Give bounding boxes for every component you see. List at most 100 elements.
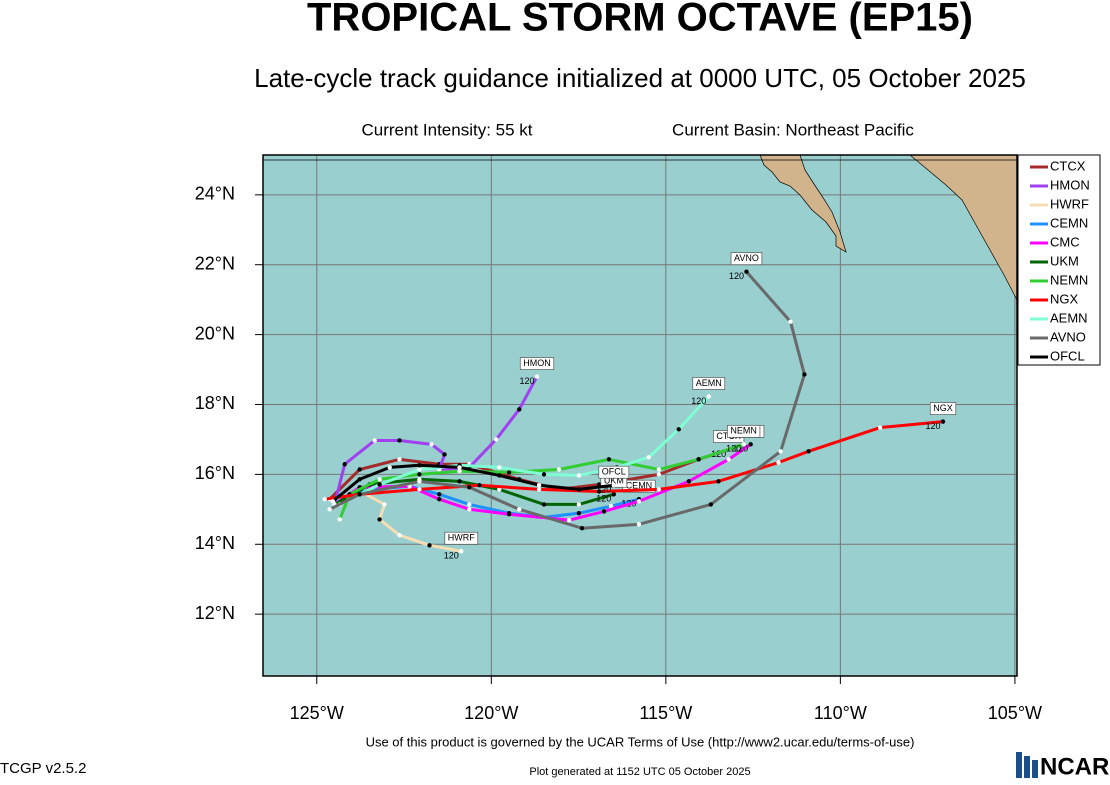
track-point [541,472,547,477]
y-tick-label: 24°N [195,184,235,204]
track-point [397,532,402,538]
track-point [636,522,642,527]
track-point [387,465,392,470]
end-label-box [929,402,957,415]
end-hour: 120 [729,271,744,281]
x-tick-label: 120°W [464,703,518,723]
legend-label: NEMN [1050,272,1088,287]
track-point [417,487,422,492]
track [324,420,944,501]
track-point [322,496,327,502]
track-point [940,419,946,424]
track-point [477,483,482,488]
track-point [686,479,692,484]
track-point [556,467,562,472]
track-point [427,543,432,548]
track-point [576,502,582,507]
track-point [377,477,382,482]
track-point [342,462,347,467]
track-point [802,372,807,377]
end-label: NGX [933,403,953,413]
track-point [397,457,402,462]
end-hour: 120 [925,421,940,431]
end-hour: 120 [596,494,611,504]
track-point [778,449,783,454]
y-tick-label: 22°N [195,253,235,273]
end-label: CEMN [626,481,653,491]
legend-label: HWRF [1050,196,1089,211]
end-label: HMON [523,358,551,368]
track-point [327,507,332,512]
track-point [517,407,522,412]
track-point [726,457,731,462]
x-tick-label: 110°W [814,703,867,723]
track-point [576,510,582,516]
track-point [566,517,572,523]
track-point [696,457,701,462]
end-label-box [727,424,761,438]
generated: Plot generated at 1152 UTC 05 October 20… [529,766,750,778]
track-point [606,457,612,462]
track-point [377,517,382,522]
track-point [506,470,512,475]
track [329,270,806,530]
track-point [744,269,749,274]
legend-label: CMC [1050,234,1080,249]
grid [263,155,1017,676]
track-point [417,479,422,484]
title: TROPICAL STORM OCTAVE (EP15) [307,0,973,40]
subtitle: Late-cycle track guidance initialized at… [254,63,1026,93]
tracks: CTCX120HMON120HWRF120CEMN120CMC120UKM120… [322,252,957,561]
end-hour: 120 [726,444,741,454]
track-point [467,485,472,490]
track-point [656,467,662,472]
track-point [636,499,642,504]
legend-label: AVNO [1050,329,1086,344]
track-point [611,492,617,497]
track-point [467,507,472,512]
legend-label: OFCL [1050,348,1085,363]
end-label: UKM [604,476,624,486]
track-point [467,502,472,507]
track-point [656,487,662,492]
y-tick-label: 20°N [195,323,235,343]
legend-label: HMON [1050,177,1090,192]
track-point [417,463,422,468]
track-point [706,394,711,399]
track-point [457,465,462,470]
track-point [377,482,382,487]
end-label: AVNO [734,253,759,263]
end-hour: 120 [520,376,535,386]
track-point [596,489,602,494]
track-point [437,492,442,497]
track-point [601,509,607,514]
end-label: OFCL [602,467,626,477]
track-point [534,374,540,379]
end-label-box [519,357,555,370]
y-tick-label: 18°N [195,393,235,413]
y-tick-label: 12°N [195,603,235,623]
end-label: AEMN [696,378,722,388]
legend-label: CTCX [1050,158,1086,173]
track-point [748,442,753,447]
end-label-box [444,531,479,545]
track-point [877,425,883,430]
end-label: HWRF [448,533,475,543]
track-point [417,467,422,472]
track-point [497,473,502,478]
track-point [611,483,617,488]
end-hour: 120 [444,551,459,561]
logo-mark [1016,752,1038,778]
track-point [457,469,462,474]
track-point [497,465,502,470]
basin: Current Basin: Northeast Pacific [672,120,914,139]
track-point [429,442,434,447]
y-tick-label: 14°N [195,533,235,553]
track-point [541,502,547,507]
end-label-box [692,377,726,390]
x-tick-label: 105°W [988,703,1042,723]
track-point [417,472,422,477]
legend-label: UKM [1050,253,1079,268]
y-tick-label: 16°N [195,463,235,483]
track-point [776,460,781,465]
